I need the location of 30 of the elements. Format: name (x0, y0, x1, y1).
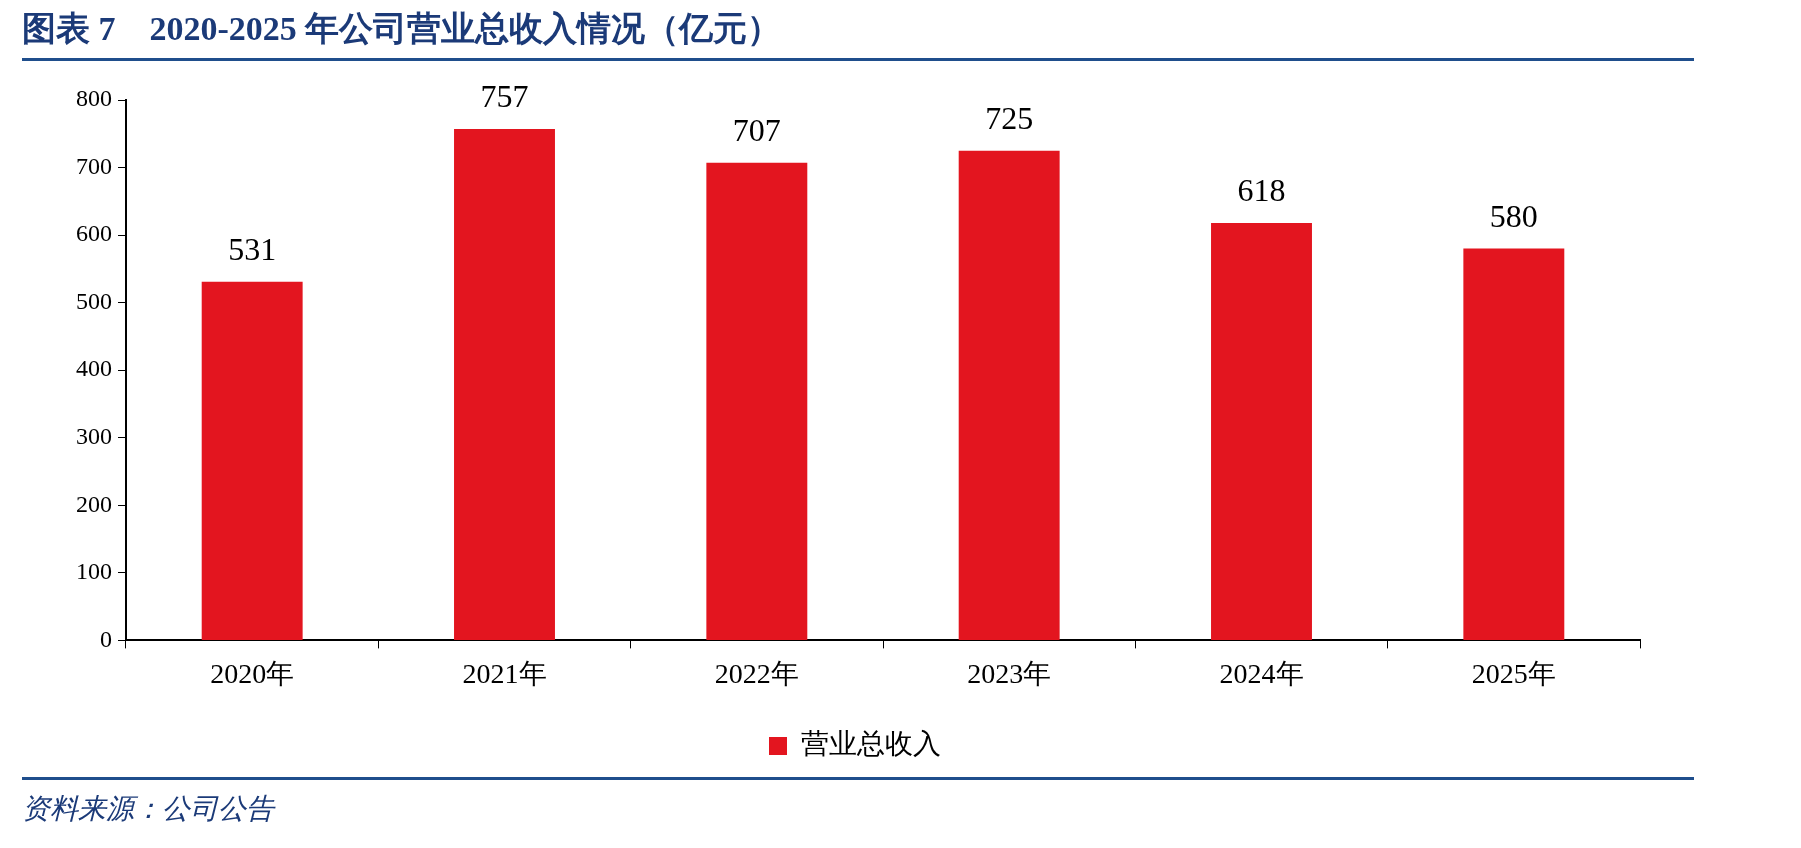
y-tick-label: 800 (76, 85, 112, 112)
y-tick-label: 100 (76, 558, 112, 585)
x-tick-label: 2022年 (714, 657, 799, 689)
y-tick-label: 200 (76, 490, 112, 517)
x-tick-label: 2025年 (1471, 657, 1556, 689)
data-label: 618 (1237, 172, 1286, 209)
bar (1463, 248, 1565, 640)
data-label: 757 (480, 78, 529, 115)
bar (1211, 222, 1312, 640)
chart-title: 图表 7 2020-2025 年公司营业总收入情况（亿元） (22, 9, 782, 49)
y-tick-label: 400 (76, 355, 112, 382)
y-tick-label: 700 (76, 152, 112, 179)
x-tick-label: 2024年 (1219, 657, 1304, 689)
legend-label: 营业总收入 (801, 728, 941, 760)
data-label: 707 (732, 112, 781, 149)
data-label: 580 (1489, 198, 1538, 235)
x-tick-label: 2021年 (462, 657, 547, 689)
y-tick-label: 0 (100, 625, 112, 652)
x-tick-label: 2023年 (967, 657, 1052, 689)
data-label: 725 (985, 100, 1034, 137)
bar (706, 162, 808, 640)
x-tick-label: 2020年 (210, 657, 295, 689)
bar (454, 129, 555, 640)
bar (958, 150, 1060, 640)
data-label: 531 (228, 231, 277, 268)
bar (201, 281, 303, 640)
y-tick-label: 300 (76, 423, 112, 450)
y-tick-label: 500 (76, 287, 112, 314)
y-tick-label: 600 (76, 220, 112, 247)
text: 资料来源：公司公告 (22, 792, 274, 826)
